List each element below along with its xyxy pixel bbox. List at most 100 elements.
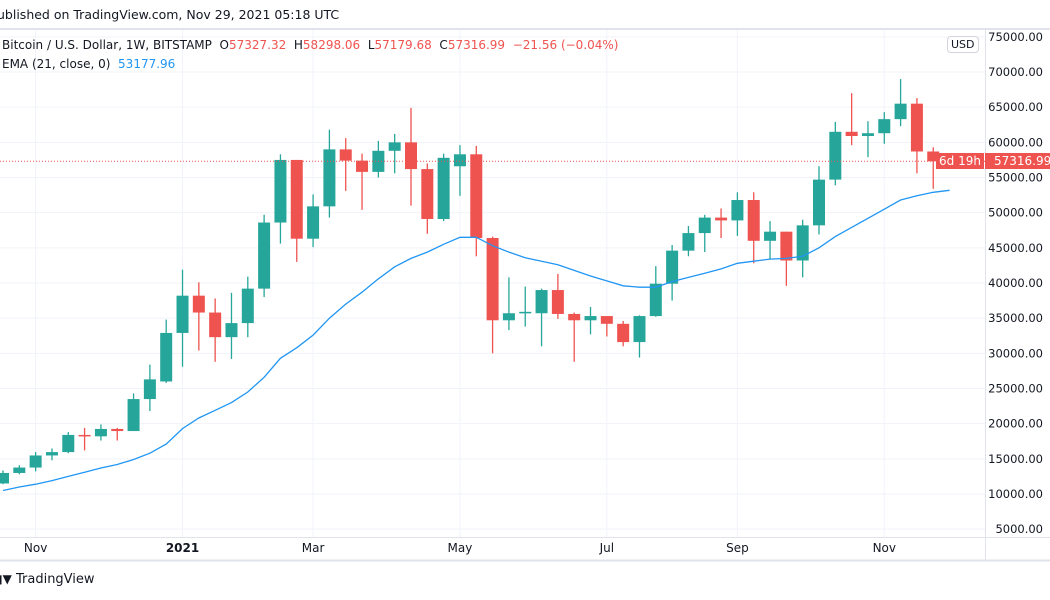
candle-body: [143, 379, 156, 400]
candle[interactable]: [274, 154, 287, 244]
candle[interactable]: [356, 153, 369, 210]
candle[interactable]: [111, 427, 124, 441]
high-value: 58298.06: [302, 38, 361, 52]
candle[interactable]: [894, 79, 907, 127]
candle-body: [258, 222, 271, 289]
candle[interactable]: [698, 214, 711, 253]
candle[interactable]: [94, 424, 107, 441]
candle[interactable]: [307, 194, 320, 248]
candle[interactable]: [323, 129, 336, 218]
candle[interactable]: [13, 465, 26, 475]
candle[interactable]: [339, 138, 352, 191]
candle[interactable]: [813, 166, 825, 235]
time-tick-label: Sep: [726, 541, 749, 555]
candle-body: [568, 313, 581, 321]
candle[interactable]: [225, 292, 238, 359]
price-tick-label: 20000.00: [988, 417, 1043, 431]
price-tick-label: 65000.00: [988, 100, 1043, 114]
candle-body: [829, 131, 842, 180]
candle-body: [796, 225, 809, 261]
candle-body: [307, 206, 320, 239]
candle[interactable]: [633, 315, 646, 358]
candle-body: [551, 290, 564, 314]
price-tick-label: 55000.00: [988, 171, 1043, 185]
last-price-value: 57316.99: [994, 154, 1050, 168]
candle[interactable]: [372, 140, 385, 178]
time-tick-label: Mar: [302, 541, 325, 555]
candle-body: [339, 149, 352, 161]
candle-body: [241, 288, 254, 324]
candle-body: [45, 452, 58, 456]
candle-body: [405, 142, 417, 170]
candle-body: [633, 316, 646, 343]
candle[interactable]: [258, 214, 271, 298]
candle-body: [878, 119, 891, 134]
candle-body: [584, 316, 597, 321]
candle[interactable]: [731, 192, 744, 236]
candle-body: [78, 434, 91, 437]
candle[interactable]: [649, 266, 662, 317]
candle-body: [715, 217, 728, 221]
candle[interactable]: [845, 93, 858, 146]
candle-body: [225, 323, 238, 338]
candle[interactable]: [437, 153, 450, 222]
candle[interactable]: [764, 221, 777, 260]
candle[interactable]: [176, 269, 189, 367]
currency-button[interactable]: USD: [947, 36, 979, 53]
change-value: −21.56 (−0.04%): [512, 38, 619, 52]
candle[interactable]: [568, 312, 581, 362]
symbol-legend-row[interactable]: Bitcoin / U.S. Dollar, 1W, BITSTAMP O573…: [2, 36, 618, 55]
candle[interactable]: [160, 319, 173, 383]
candle[interactable]: [143, 364, 156, 412]
candle[interactable]: [0, 470, 9, 485]
candle[interactable]: [666, 245, 679, 301]
candle[interactable]: [29, 452, 42, 472]
candle[interactable]: [584, 306, 597, 335]
candle[interactable]: [388, 133, 401, 174]
close-label: C: [439, 38, 448, 52]
candle-body: [127, 399, 140, 432]
time-tick-label: Nov: [24, 541, 47, 555]
candle[interactable]: [861, 121, 874, 158]
candle[interactable]: [910, 98, 923, 174]
price-tick-label: 60000.00: [988, 135, 1043, 149]
candle[interactable]: [600, 316, 613, 337]
candle[interactable]: [715, 208, 728, 238]
candle[interactable]: [502, 277, 515, 331]
candle[interactable]: [682, 226, 695, 257]
candle[interactable]: [421, 163, 434, 234]
candle[interactable]: [927, 147, 940, 189]
candle[interactable]: [829, 121, 842, 186]
ema-legend-row[interactable]: EMA (21, close, 0) 53177.96: [2, 55, 618, 74]
candle[interactable]: [241, 276, 254, 338]
candle-body: [94, 428, 107, 437]
bar-countdown: 6d 19h: [936, 153, 984, 169]
candle[interactable]: [747, 192, 760, 264]
candle[interactable]: [551, 273, 564, 319]
candle-body: [437, 157, 450, 220]
candle[interactable]: [127, 393, 140, 432]
candle[interactable]: [192, 282, 205, 351]
candle[interactable]: [405, 107, 417, 206]
candle[interactable]: [535, 288, 548, 347]
candle[interactable]: [453, 145, 466, 196]
candle[interactable]: [45, 448, 58, 461]
candle-body: [682, 233, 695, 251]
candle-body: [813, 179, 825, 226]
candle[interactable]: [878, 112, 891, 144]
price-tick-label: 45000.00: [988, 241, 1043, 255]
candle[interactable]: [209, 298, 222, 362]
brand-name: TradingView: [15, 572, 95, 587]
candle[interactable]: [62, 432, 75, 454]
candle[interactable]: [796, 219, 809, 278]
candle[interactable]: [78, 427, 91, 451]
footer-brand[interactable]: ▮▼ TradingView: [0, 572, 95, 587]
candle[interactable]: [290, 159, 303, 262]
candle-body: [845, 131, 858, 137]
candle[interactable]: [519, 286, 532, 327]
candle[interactable]: [617, 320, 630, 347]
candle[interactable]: [486, 236, 499, 354]
candle-body: [176, 295, 189, 333]
price-tick-label: 15000.00: [988, 452, 1043, 466]
